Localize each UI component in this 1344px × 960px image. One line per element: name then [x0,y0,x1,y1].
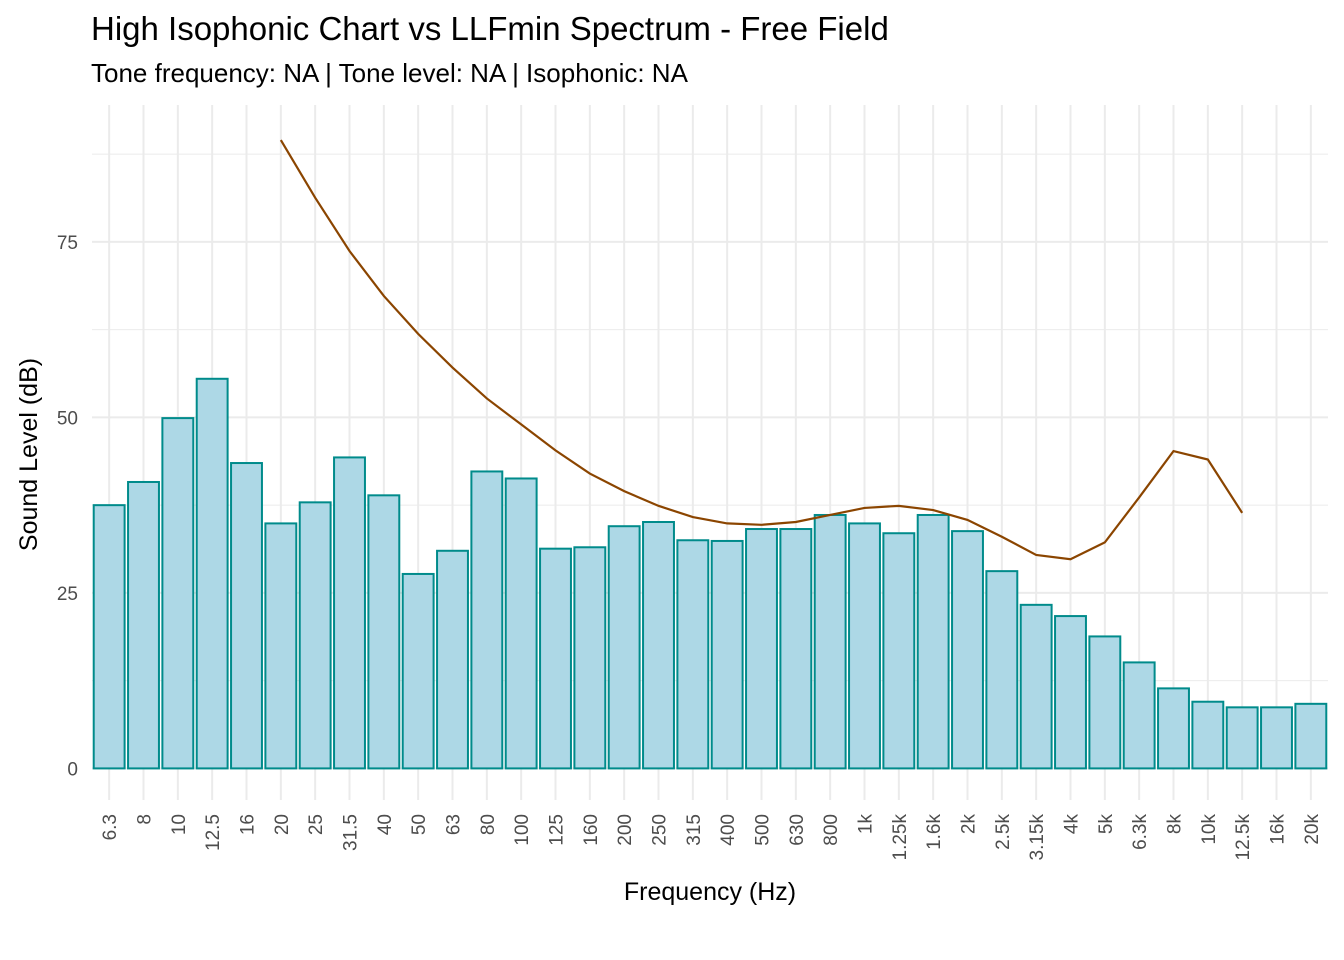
x-tick-label: 630 [787,814,808,846]
x-tick-label: 16 [238,814,259,835]
bar-20 [264,522,298,770]
bar-2k [951,530,984,770]
x-tick-label: 200 [615,814,636,846]
y-axis-title: Sound Level (dB) [15,358,43,551]
x-tick-label: 20 [272,814,293,835]
x-tick-label: 100 [512,814,533,846]
x-tick-label: 1.25k [890,814,911,861]
bar-4k [1054,615,1087,770]
x-tick-label: 160 [581,814,602,846]
bar-630 [779,528,813,770]
bar-500 [745,528,778,770]
bar-250 [642,521,675,770]
x-tick-label: 10 [169,814,190,835]
x-tick-label: 40 [375,814,396,835]
bar-200 [607,525,641,770]
bar-10 [161,417,195,770]
isophonic-line [279,139,1244,561]
x-tick-label: 63 [444,814,465,835]
bar-1.6k [916,513,950,770]
bar-50 [401,572,435,770]
bar-12.5k [1225,706,1259,770]
bar-8 [127,480,160,770]
bar-16 [230,462,263,770]
x-tick-label: 12.5 [203,814,224,851]
y-tick-label: 0 [67,759,78,780]
bar-20k [1294,702,1328,770]
x-tick-label: 6.3k [1130,814,1151,850]
x-tick-label: 125 [547,814,568,846]
x-tick-label: 315 [684,814,705,846]
y-tick-label: 50 [57,408,78,429]
x-tick-label: 1.6k [924,814,945,850]
x-tick-label: 20k [1302,814,1323,845]
bar-80 [470,470,504,770]
x-tick-label: 400 [718,814,739,846]
y-tick-label: 25 [57,584,78,605]
bar-6.3k [1122,661,1156,770]
x-tick-label: 500 [753,814,774,846]
x-tick-label: 250 [650,814,671,846]
bar-6.3 [92,504,126,770]
x-tick-label: 8 [135,814,156,825]
x-tick-label: 1k [856,814,877,835]
bar-315 [676,539,710,770]
x-tick-label: 10k [1199,814,1220,845]
x-tick-label: 3.15k [1027,814,1048,861]
bar-12.5 [195,377,229,770]
bar-5k [1088,635,1122,770]
chart-title: High Isophonic Chart vs LLFmin Spectrum … [91,10,889,47]
bar-16k [1260,706,1293,770]
x-tick-label: 12.5k [1233,814,1254,861]
x-tick-label: 80 [478,814,499,835]
bar-160 [573,546,607,770]
x-tick-label: 50 [409,814,430,835]
x-tick-label: 16k [1268,814,1289,845]
bar-8k [1157,687,1190,770]
x-tick-label: 2k [959,814,980,835]
bar-40 [367,494,401,770]
bar-1k [848,522,881,770]
x-tick-label: 25 [306,814,327,835]
bar-125 [539,547,572,770]
bar-1.25k [882,532,916,770]
x-axis-title: Frequency (Hz) [624,878,796,906]
bar-2.5k [985,570,1019,770]
x-tick-label: 4k [1062,814,1083,835]
bar-25 [298,501,332,770]
bar-100 [504,477,538,770]
x-tick-label: 800 [821,814,842,846]
bar-10k [1191,700,1225,770]
bar-3.15k [1019,603,1053,770]
x-tick-label: 31.5 [341,814,362,851]
bar-63 [436,549,469,770]
x-tick-label: 2.5k [993,814,1014,850]
x-tick-label: 8k [1165,814,1186,835]
bar-800 [813,513,847,770]
bar-31.5 [333,456,366,770]
chart-subtitle: Tone frequency: NA | Tone level: NA | Is… [91,58,688,88]
y-tick-label: 75 [57,233,78,254]
bar-400 [710,539,744,770]
x-tick-label: 6.3 [100,814,121,840]
x-tick-label: 5k [1096,814,1117,835]
